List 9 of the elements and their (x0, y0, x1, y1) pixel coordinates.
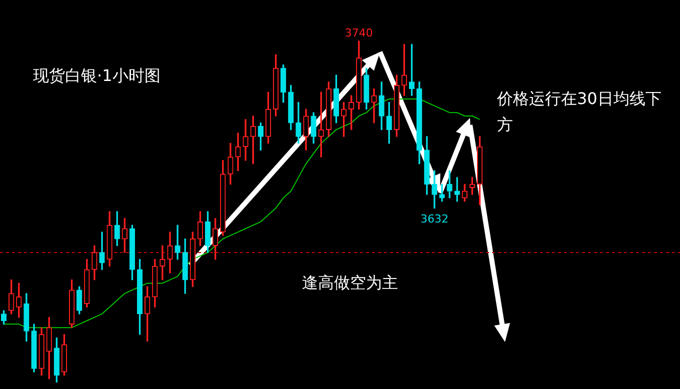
candlestick (439, 184, 445, 202)
candlestick (174, 224, 180, 260)
candlestick (371, 88, 377, 124)
candlestick (160, 245, 166, 280)
annotation: 价格运行在30日均线下方 (497, 88, 662, 136)
annotation: 逢高做空为主 (302, 273, 398, 294)
text: 现货白银·1小时图 (33, 66, 160, 87)
annotation: 3632 (420, 212, 448, 226)
annotation: 3740 (344, 26, 373, 40)
